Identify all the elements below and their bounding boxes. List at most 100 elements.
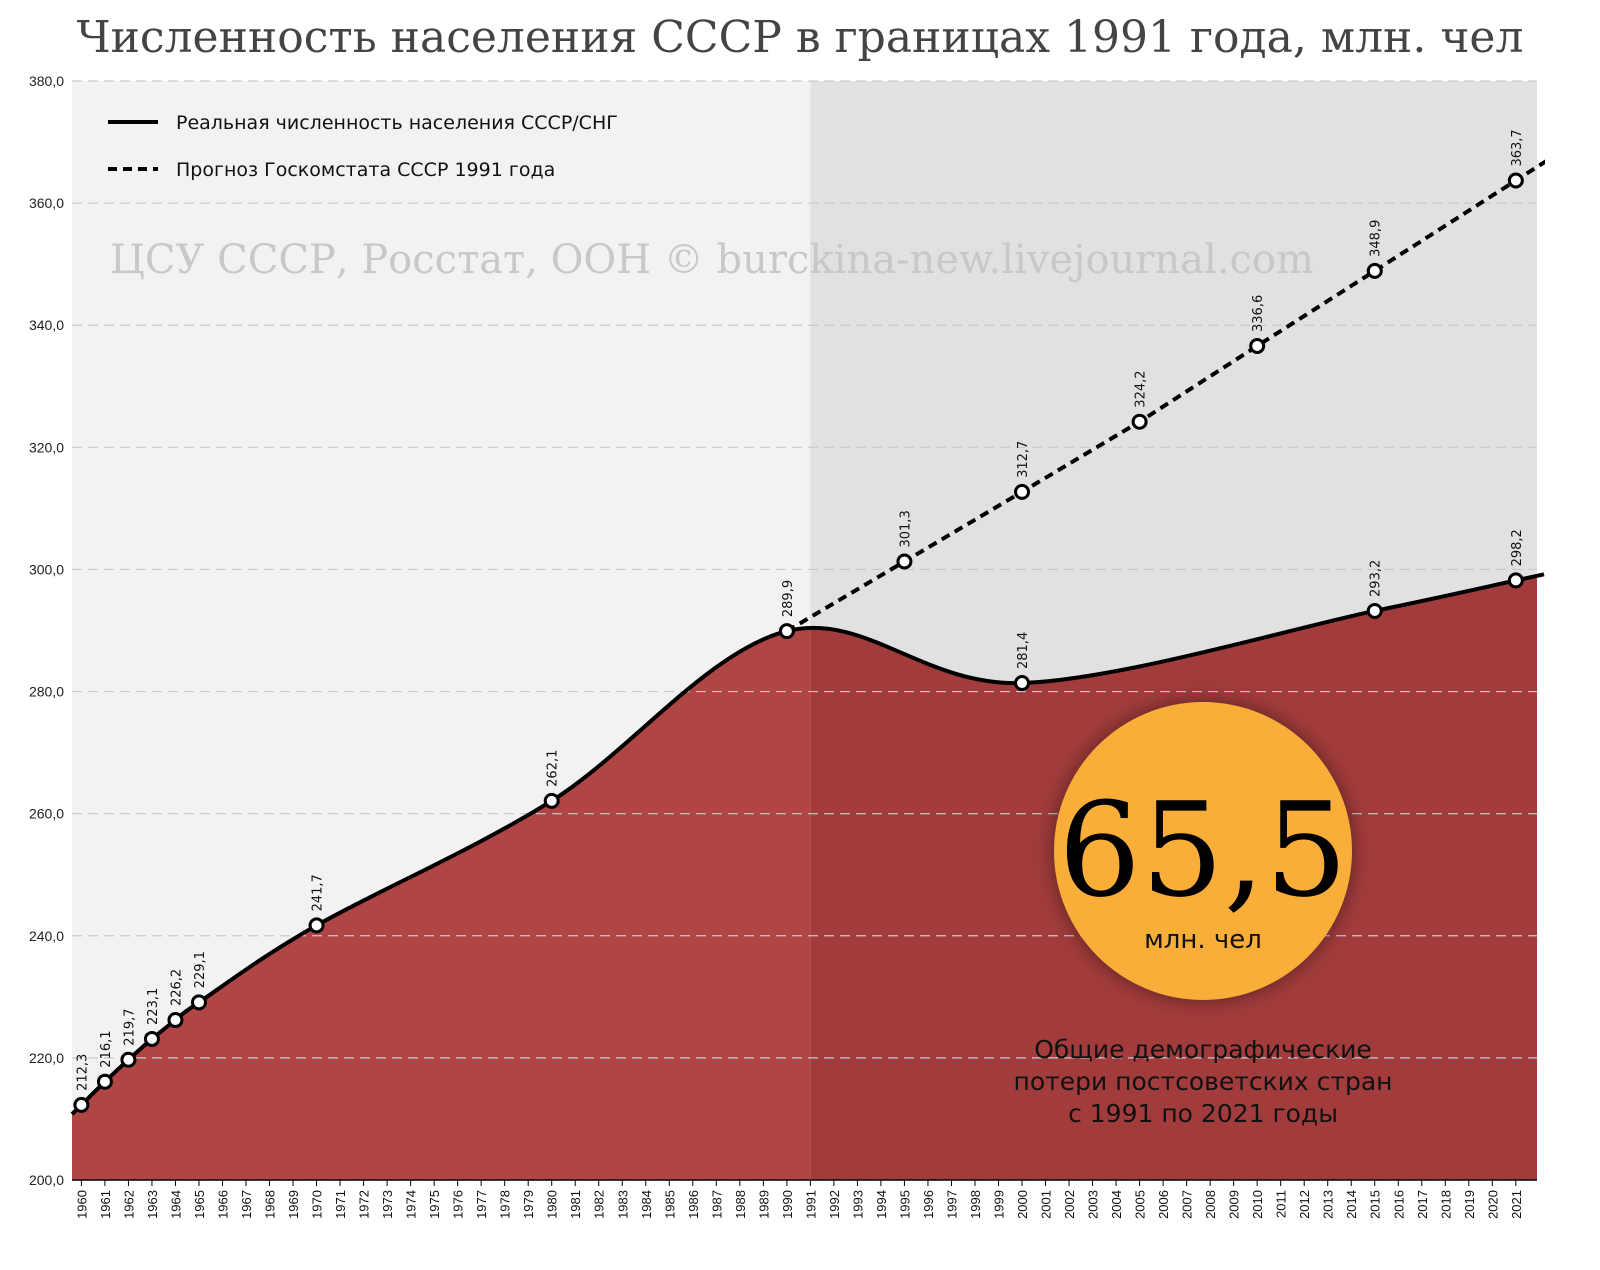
x-tick-label: 1975 <box>427 1190 442 1219</box>
x-tick-label: 1973 <box>380 1190 395 1219</box>
x-tick-label: 2020 <box>1485 1190 1500 1219</box>
watermark: ЦСУ СССР, Росстат, ООН © burckina-new.li… <box>110 237 1314 283</box>
x-tick-label: 1995 <box>897 1190 912 1219</box>
x-tick-label: 1967 <box>239 1190 254 1219</box>
forecast-data-label: 301,3 <box>898 510 913 547</box>
x-tick-label: 1993 <box>850 1190 865 1219</box>
y-tick-label: 360,0 <box>29 195 64 211</box>
y-tick-label: 300,0 <box>29 561 64 577</box>
real-data-label: 216,1 <box>99 1030 114 1067</box>
real-data-label: 223,1 <box>146 988 161 1025</box>
x-tick-label: 1966 <box>215 1190 230 1219</box>
forecast-point <box>896 553 913 570</box>
x-tick-label: 1992 <box>827 1190 842 1219</box>
x-tick-label: 2017 <box>1415 1190 1430 1219</box>
legend-label-forecast: Прогноз Госкомстата СССР 1991 года <box>176 159 555 181</box>
y-tick-label: 320,0 <box>29 439 64 455</box>
real-data-label: 289,9 <box>781 580 796 617</box>
x-tick-label: 2006 <box>1156 1190 1171 1219</box>
real-point <box>308 917 325 934</box>
x-tick-label: 2000 <box>1015 1190 1030 1219</box>
y-tick-label: 220,0 <box>29 1050 64 1066</box>
x-tick-label: 2007 <box>1180 1190 1195 1219</box>
real-point <box>1366 602 1383 619</box>
forecast-point <box>1131 413 1148 430</box>
x-tick-label: 1991 <box>803 1190 818 1219</box>
real-data-label: 219,7 <box>122 1009 137 1046</box>
x-tick-label: 1997 <box>944 1190 959 1219</box>
x-tick-label: 1982 <box>592 1190 607 1219</box>
y-tick-label: 200,0 <box>29 1172 64 1188</box>
x-tick-label: 2005 <box>1133 1190 1148 1219</box>
real-data-label: 229,1 <box>193 951 208 988</box>
x-tick-label: 1962 <box>121 1190 136 1219</box>
x-tick-label: 1969 <box>286 1190 301 1219</box>
real-data-label: 281,4 <box>1016 632 1031 669</box>
x-tick-label: 1986 <box>686 1190 701 1219</box>
callout-value: 65,5 <box>1058 774 1347 926</box>
real-point <box>1014 675 1031 692</box>
x-tick-label: 2004 <box>1109 1190 1124 1219</box>
x-tick-label: 1965 <box>192 1190 207 1219</box>
real-point <box>73 1096 90 1113</box>
x-tick-label: 2008 <box>1203 1190 1218 1219</box>
y-tick-label: 380,0 <box>29 73 64 89</box>
callout-caption-line-2: потери постсоветских стран <box>1014 1067 1393 1096</box>
x-tick-label: 2013 <box>1321 1190 1336 1219</box>
x-tick-label: 1990 <box>780 1190 795 1219</box>
x-tick-label: 1980 <box>545 1190 560 1219</box>
real-point <box>167 1012 184 1029</box>
x-tick-label: 2010 <box>1250 1190 1265 1219</box>
real-data-label: 212,3 <box>75 1054 90 1091</box>
x-tick-label: 1971 <box>333 1190 348 1219</box>
x-tick-label: 1976 <box>451 1190 466 1219</box>
population-area-fill <box>72 628 811 1180</box>
real-point <box>120 1051 137 1068</box>
x-tick-label: 2019 <box>1462 1190 1477 1219</box>
x-tick-label: 2003 <box>1086 1190 1101 1219</box>
x-tick-label: 1977 <box>474 1190 489 1219</box>
x-tick-label: 1994 <box>874 1190 889 1219</box>
x-tick-label: 1964 <box>168 1190 183 1219</box>
real-point <box>778 623 795 640</box>
x-tick-label: 2001 <box>1039 1190 1054 1219</box>
real-data-label: 293,2 <box>1369 560 1384 597</box>
x-tick-label: 2015 <box>1368 1190 1383 1219</box>
real-data-label: 298,2 <box>1510 529 1525 566</box>
forecast-data-label: 348,9 <box>1369 220 1384 257</box>
x-tick-label: 1987 <box>709 1190 724 1219</box>
x-tick-label: 1979 <box>521 1190 536 1219</box>
forecast-data-label: 363,7 <box>1510 129 1525 166</box>
x-tick-label: 1961 <box>98 1190 113 1219</box>
series-forecast-line <box>785 159 1545 633</box>
real-point <box>1507 572 1524 589</box>
real-data-label: 262,1 <box>546 750 561 787</box>
x-tick-label: 1984 <box>639 1190 654 1219</box>
real-data-label: 226,2 <box>169 969 184 1006</box>
legend-label-real: Реальная численность населения СССР/СНГ <box>176 112 618 134</box>
x-tick-label: 1968 <box>263 1190 278 1219</box>
x-tick-label: 2002 <box>1062 1190 1077 1219</box>
real-data-label: 241,7 <box>311 874 326 911</box>
x-tick-label: 1972 <box>357 1190 372 1219</box>
x-tick-label: 1985 <box>662 1190 677 1219</box>
y-tick-label: 240,0 <box>29 928 64 944</box>
forecast-data-label: 312,7 <box>1016 441 1031 478</box>
real-point <box>96 1073 113 1090</box>
x-tick-label: 1978 <box>498 1190 513 1219</box>
y-tick-label: 280,0 <box>29 684 64 700</box>
x-tick-label: 2009 <box>1227 1190 1242 1219</box>
callout-unit: млн. чел <box>1144 925 1262 955</box>
real-point <box>143 1030 160 1047</box>
x-tick-label: 1970 <box>310 1190 325 1219</box>
x-tick-label: 2018 <box>1438 1190 1453 1219</box>
legend: Реальная численность населения СССР/СНГ … <box>108 112 618 181</box>
real-point <box>543 792 560 809</box>
x-tick-label: 2014 <box>1344 1190 1359 1219</box>
callout-caption-line-1: Общие демографические <box>1034 1035 1372 1064</box>
y-tick-label: 340,0 <box>29 317 64 333</box>
forecast-point <box>1249 337 1266 354</box>
callout-circle <box>1054 702 1352 1000</box>
real-point <box>190 994 207 1011</box>
x-tick-label: 1999 <box>992 1190 1007 1219</box>
